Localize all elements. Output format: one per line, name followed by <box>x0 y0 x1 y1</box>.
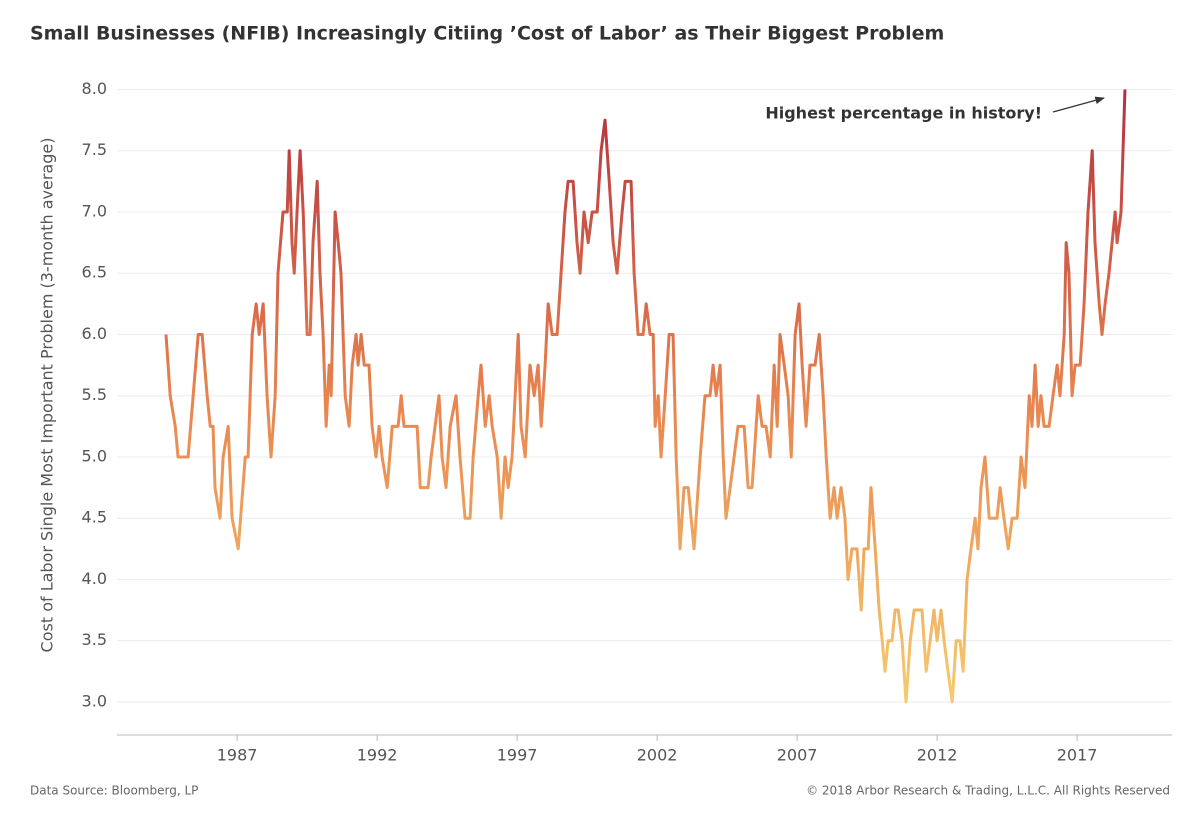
x-tick-label: 2012 <box>917 746 958 765</box>
y-tick-label: 7.0 <box>82 201 107 220</box>
y-tick-label: 7.5 <box>82 140 107 159</box>
x-tick-label: 1987 <box>217 746 258 765</box>
y-tick-label: 3.5 <box>82 630 107 649</box>
y-tick-label: 6.0 <box>82 324 107 343</box>
x-tick-label: 1997 <box>497 746 538 765</box>
y-tick-label: 5.5 <box>82 385 107 404</box>
x-tick-label: 2007 <box>777 746 818 765</box>
copyright: © 2018 Arbor Research & Trading, L.L.C. … <box>806 784 1170 798</box>
y-tick-label: 3.0 <box>82 691 107 710</box>
x-tick-label: 1992 <box>357 746 398 765</box>
x-tick-label: 2017 <box>1057 746 1098 765</box>
y-tick-label: 5.0 <box>82 446 107 465</box>
y-axis-label: Cost of Labor Single Most Important Prob… <box>38 138 57 653</box>
y-tick-label: 4.0 <box>82 569 107 588</box>
line-series <box>164 89 1127 704</box>
y-tick-label: 6.5 <box>82 263 107 282</box>
source: Data Source: Bloomberg, LP <box>30 784 198 798</box>
x-tick-label: 2002 <box>637 746 678 765</box>
annotation: Highest percentage in history! <box>765 104 1042 123</box>
y-tick-label: 8.0 <box>82 79 107 98</box>
chart-title: Small Businesses (NFIB) Increasingly Cit… <box>30 23 944 45</box>
annotation-arrow <box>1052 96 1105 113</box>
y-tick-label: 4.5 <box>82 508 107 527</box>
